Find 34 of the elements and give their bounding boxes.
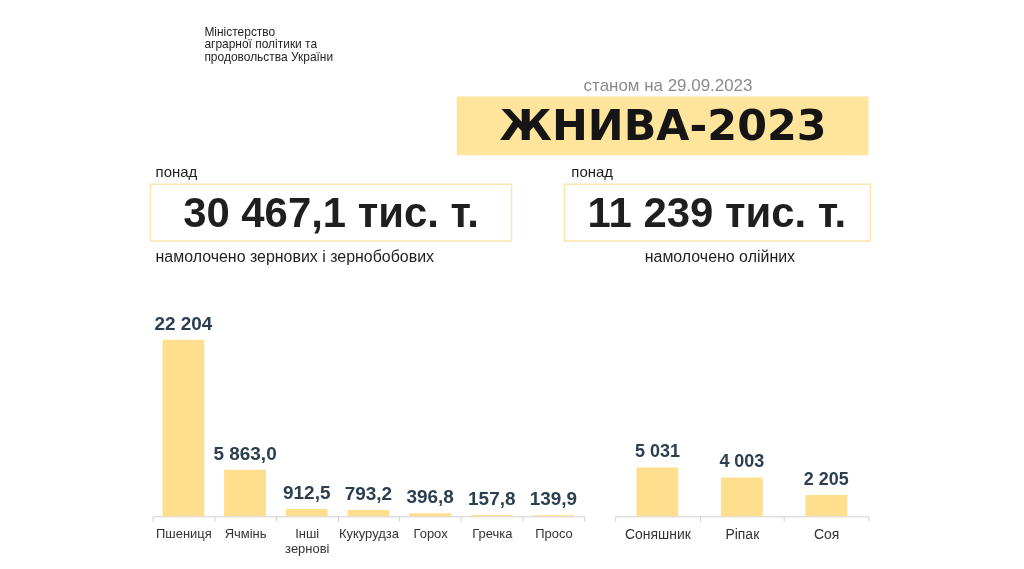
- data-label: 139,9: [529, 488, 578, 510]
- bar: [347, 510, 390, 517]
- x-tick-label: Кукурудза: [338, 525, 400, 541]
- x-tick-label: Просо: [535, 525, 573, 541]
- chart-title: ЖНИВА-2023: [499, 100, 827, 151]
- x-tick-label: Ріпак: [725, 525, 761, 542]
- data-label: 22 204: [154, 312, 213, 334]
- text: понад: [571, 163, 614, 181]
- text: понад: [155, 163, 198, 181]
- data-label: 793,2: [344, 483, 393, 505]
- x-tick-label: Пшениця: [156, 525, 212, 541]
- text: 11 239 тис. т.: [587, 189, 847, 237]
- x-tick-label: Гречка: [472, 525, 514, 541]
- x-tick-label: Інші зернові: [285, 525, 330, 556]
- data-label: 912,5: [283, 482, 331, 504]
- text: 30 467,1 тис. т.: [183, 189, 479, 237]
- text: Міністерство аграрної політики та продовольства України: [204, 24, 334, 64]
- x-tick-label: Соя: [814, 525, 840, 542]
- x-tick-label: Горох: [413, 525, 449, 541]
- text: намолочено олійних: [644, 248, 796, 266]
- x-tick-label: Ячмінь: [224, 525, 267, 541]
- data-label: 396,8: [406, 486, 454, 508]
- text: намолочено зернових і зернобобових: [155, 248, 435, 266]
- data-label: 5 863,0: [213, 442, 277, 464]
- bar: [285, 509, 328, 517]
- x-tick-label: Соняшник: [624, 525, 692, 542]
- data-label: 2 205: [803, 468, 849, 489]
- bar: [224, 469, 267, 517]
- data-label: 5 031: [634, 441, 680, 462]
- text: станом на 29.09.2023: [583, 75, 753, 95]
- bar: [409, 513, 452, 517]
- bar: [162, 339, 205, 517]
- data-label: 157,8: [468, 488, 516, 510]
- data-label: 4 003: [719, 451, 765, 472]
